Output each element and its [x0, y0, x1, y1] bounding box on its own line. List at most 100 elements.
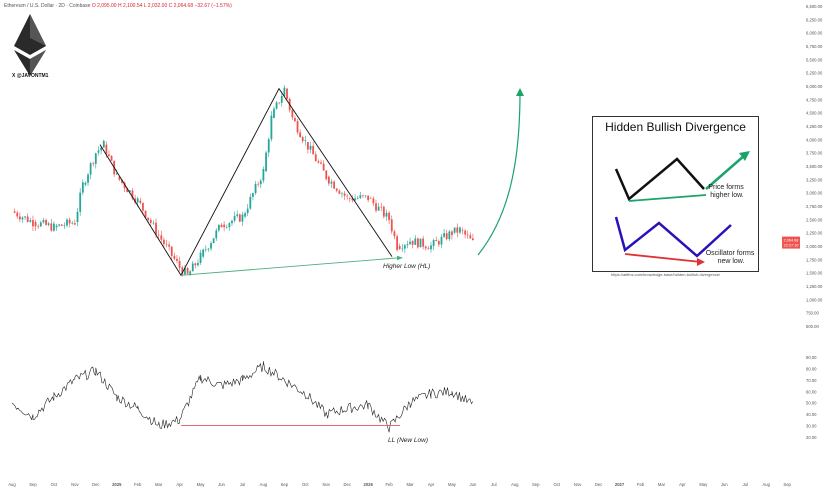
candle-body: [249, 196, 252, 209]
candle-body: [126, 188, 129, 193]
candle-body: [244, 213, 246, 217]
candle-body: [356, 198, 359, 199]
x-axis-tick: 2026: [363, 482, 373, 487]
x-axis-tick: 2025: [112, 482, 122, 487]
ohlc-values: O 2,095.00 H 2,100.54 L 2,032.00 C 2,064…: [91, 3, 232, 9]
candle-body: [176, 258, 178, 261]
candle-body: [165, 244, 168, 245]
price-tag-bg: [782, 236, 800, 249]
candle-body: [346, 195, 349, 197]
candle-body: [89, 163, 92, 175]
candle-body: [100, 147, 103, 151]
candle-body: [456, 227, 459, 233]
candle-body: [220, 224, 223, 228]
x-axis-tick: Aug: [511, 482, 519, 487]
candle-body: [275, 102, 278, 109]
candle-body: [419, 238, 422, 248]
candle-body: [228, 223, 231, 228]
candle-body: [320, 162, 322, 164]
x-axis-tick: Jun: [470, 482, 477, 487]
candle-body: [136, 198, 139, 203]
candle-body: [296, 121, 299, 133]
price-axis-tick: 4,000.00: [806, 137, 823, 142]
candle-body: [472, 238, 474, 241]
candle-body: [388, 212, 390, 221]
x-axis-tick: Sep: [783, 482, 791, 487]
x-axis-tick: May: [448, 482, 457, 487]
candle-body: [327, 176, 330, 184]
candle-body: [359, 195, 362, 199]
candle-body: [71, 223, 74, 224]
candle-body: [459, 227, 461, 233]
candle-body: [314, 154, 317, 162]
candle-body: [390, 219, 393, 232]
price-axis-tick: 1,000.00: [806, 297, 823, 302]
candle-body: [189, 271, 192, 276]
oscillator-line: [11, 361, 474, 433]
candle-body: [131, 190, 134, 199]
candle-body: [194, 263, 197, 266]
candle-body: [369, 198, 372, 199]
candle-body: [110, 155, 113, 161]
candle-body: [18, 216, 21, 220]
price-axis-tick: 1,500.00: [806, 271, 823, 276]
candle-body: [466, 234, 469, 236]
x-axis-tick: Oct: [302, 482, 309, 487]
candle-body: [202, 249, 205, 257]
x-axis-tick: Feb: [637, 482, 645, 487]
candle-body: [286, 88, 288, 99]
candle-body: [246, 208, 249, 214]
candle-body: [144, 210, 147, 218]
candle-body: [58, 224, 61, 226]
candle-body: [301, 137, 304, 142]
candle-body: [406, 244, 409, 246]
x-axis-tick: 2027: [615, 482, 625, 487]
zigzag-pattern-line: [99, 87, 393, 277]
candle-body: [362, 195, 364, 196]
candle-body: [252, 193, 254, 197]
candle-body: [241, 214, 244, 222]
candle-body: [424, 246, 427, 249]
candle-body: [191, 263, 194, 272]
price-axis-tick: 3,250.00: [806, 177, 823, 182]
higher-low-label: Higher Low (HL): [383, 263, 431, 270]
candle-body: [364, 195, 367, 197]
candle-body: [92, 163, 95, 164]
ethereum-logo-icon: [14, 14, 46, 76]
price-note-line1: Price forms: [708, 184, 744, 191]
candle-body: [66, 219, 68, 226]
candle-body: [440, 236, 443, 245]
candle-body: [102, 140, 105, 148]
candle-body: [280, 96, 283, 103]
projection-arrowhead: [516, 88, 524, 96]
divergence-diagram: Price forms higher low. Oscillator forms…: [614, 151, 755, 266]
candle-body: [464, 230, 467, 235]
candle-body: [217, 224, 220, 231]
x-axis-tick: Oct: [51, 482, 58, 487]
candle-body: [435, 240, 438, 242]
price-axis-tick: 3,000.00: [806, 191, 823, 196]
candle-body: [443, 233, 445, 237]
candle-body: [322, 163, 325, 171]
candle-body: [299, 132, 302, 138]
candle-body: [375, 203, 377, 211]
price-axis-tick: 5,750.00: [806, 44, 823, 49]
x-axis-tick: Dec: [595, 482, 602, 487]
candle-body: [354, 198, 356, 201]
candle-body: [84, 182, 87, 185]
x-axis-tick: Apr: [176, 482, 183, 487]
candle-body: [236, 214, 239, 216]
candle-body: [105, 144, 108, 155]
candle-body: [53, 223, 55, 231]
candle-body: [265, 152, 267, 172]
x-axis-tick: Nov: [323, 482, 331, 487]
candle-body: [273, 108, 275, 118]
candle-body: [317, 161, 320, 163]
candle-body: [39, 222, 42, 227]
candle-body: [341, 193, 343, 195]
candle-body: [257, 183, 260, 185]
projection-arrow: [477, 91, 521, 256]
price-tag-last: 2,064.68: [784, 239, 799, 243]
candle-body: [233, 215, 236, 221]
